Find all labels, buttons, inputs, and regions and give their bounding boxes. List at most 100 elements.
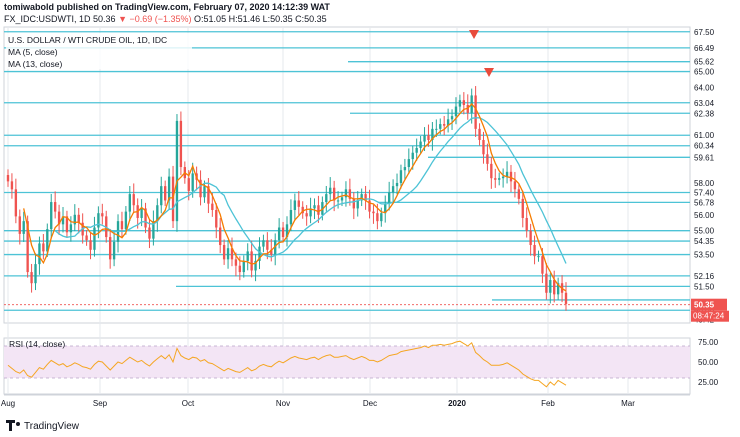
candle-body bbox=[222, 245, 226, 260]
candle-body bbox=[517, 189, 521, 199]
candle-body bbox=[490, 163, 493, 179]
candle-body bbox=[148, 227, 151, 239]
candle-body bbox=[356, 200, 359, 209]
candle-body bbox=[112, 241, 116, 260]
last-price-text: 50.36 bbox=[93, 14, 116, 24]
candle-body bbox=[313, 205, 316, 209]
candle-body bbox=[238, 265, 242, 273]
candle-body bbox=[427, 135, 430, 140]
candle-body bbox=[69, 224, 73, 233]
candle-body bbox=[537, 256, 540, 258]
candle-body bbox=[132, 194, 135, 206]
candle-body bbox=[509, 171, 513, 182]
time-tick-label: Nov bbox=[276, 399, 290, 408]
candle-body bbox=[203, 186, 206, 198]
publisher-line: tomiwabold published on TradingView.com,… bbox=[4, 2, 330, 12]
time-tick-label: 2020 bbox=[448, 399, 466, 408]
candle-body bbox=[171, 176, 175, 222]
candle-body bbox=[462, 100, 466, 105]
candle-body bbox=[57, 211, 61, 225]
down-arrow-marker bbox=[469, 30, 479, 39]
candle-body bbox=[18, 216, 21, 234]
candle-body bbox=[160, 186, 163, 206]
legend-ma5: MA (5, close) bbox=[8, 47, 58, 57]
time-tick-label: Sep bbox=[93, 399, 108, 408]
candle-body bbox=[73, 214, 76, 225]
candle-body bbox=[360, 194, 363, 201]
candle-body bbox=[293, 200, 297, 211]
candle-body bbox=[435, 128, 438, 130]
candle-body bbox=[120, 221, 124, 230]
candle-body bbox=[144, 208, 147, 228]
candle-body bbox=[175, 120, 179, 222]
candle-body bbox=[187, 178, 190, 191]
candle-body bbox=[317, 205, 320, 215]
candle-body bbox=[167, 176, 171, 201]
price-pane bbox=[3, 26, 691, 324]
candles-group bbox=[6, 86, 568, 311]
time-tick-label: Oct bbox=[182, 399, 195, 408]
brand-label: TradingView bbox=[24, 421, 80, 432]
candle-body bbox=[498, 178, 501, 180]
candle-body bbox=[61, 216, 65, 225]
down-arrow-marker bbox=[484, 68, 494, 77]
legend-box bbox=[6, 33, 192, 69]
price-tick-label: 65.62 bbox=[694, 58, 715, 67]
candle-body bbox=[344, 189, 348, 198]
candle-body bbox=[6, 175, 10, 182]
candle-body bbox=[140, 208, 143, 218]
candle-body bbox=[254, 260, 257, 271]
candle-body bbox=[152, 221, 155, 239]
candle-body bbox=[53, 202, 57, 212]
countdown-badge bbox=[691, 310, 729, 322]
candle-body bbox=[529, 230, 532, 246]
candle-body bbox=[128, 194, 131, 212]
candle-body bbox=[450, 116, 454, 120]
candle-body bbox=[22, 221, 25, 234]
price-tick-label: 67.50 bbox=[694, 28, 715, 37]
candle-body bbox=[411, 152, 414, 160]
candle-body bbox=[10, 181, 14, 190]
candle-body bbox=[65, 216, 69, 233]
candle-body bbox=[352, 198, 355, 209]
candle-body bbox=[277, 227, 281, 241]
time-tick-label: Aug bbox=[1, 399, 15, 408]
price-tick-label: 56.78 bbox=[694, 198, 715, 207]
time-tick-label: Mar bbox=[621, 399, 635, 408]
rsi-tick-label: 50.00 bbox=[698, 358, 719, 367]
candle-body bbox=[419, 141, 422, 148]
candle-body bbox=[415, 147, 418, 153]
candle-body bbox=[380, 213, 383, 222]
candle-body bbox=[89, 240, 92, 250]
candle-body bbox=[234, 259, 238, 266]
candle-body bbox=[556, 283, 560, 295]
price-tick-label: 64.00 bbox=[694, 83, 715, 92]
price-tick-label: 57.40 bbox=[694, 189, 715, 198]
chart-title: U.S. DOLLAR / WTI CRUDE OIL, 1D, IDC bbox=[8, 35, 167, 45]
price-tick-label: 54.35 bbox=[694, 237, 715, 246]
candle-body bbox=[226, 248, 230, 260]
candle-body bbox=[364, 194, 367, 201]
candle-body bbox=[30, 272, 33, 284]
candle-body bbox=[301, 206, 304, 214]
candle-body bbox=[387, 192, 391, 204]
time-tick-label: Feb bbox=[541, 399, 555, 408]
candle-body bbox=[329, 187, 332, 195]
candle-body bbox=[340, 197, 344, 201]
candle-body bbox=[285, 224, 289, 238]
candle-body bbox=[494, 178, 497, 180]
candle-body bbox=[156, 205, 159, 222]
price-tick-label: 60.34 bbox=[694, 142, 715, 151]
price-tick-label: 65.00 bbox=[694, 68, 715, 77]
candle-body bbox=[391, 186, 395, 193]
candle-body bbox=[384, 203, 387, 214]
candle-body bbox=[564, 292, 568, 304]
candle-body bbox=[85, 235, 88, 241]
candle-body bbox=[219, 227, 222, 246]
candle-body bbox=[297, 200, 300, 207]
candle-body bbox=[262, 240, 265, 247]
candle-body bbox=[250, 251, 253, 271]
rsi-tick-label: 25.00 bbox=[698, 378, 719, 387]
candle-body bbox=[34, 264, 37, 284]
